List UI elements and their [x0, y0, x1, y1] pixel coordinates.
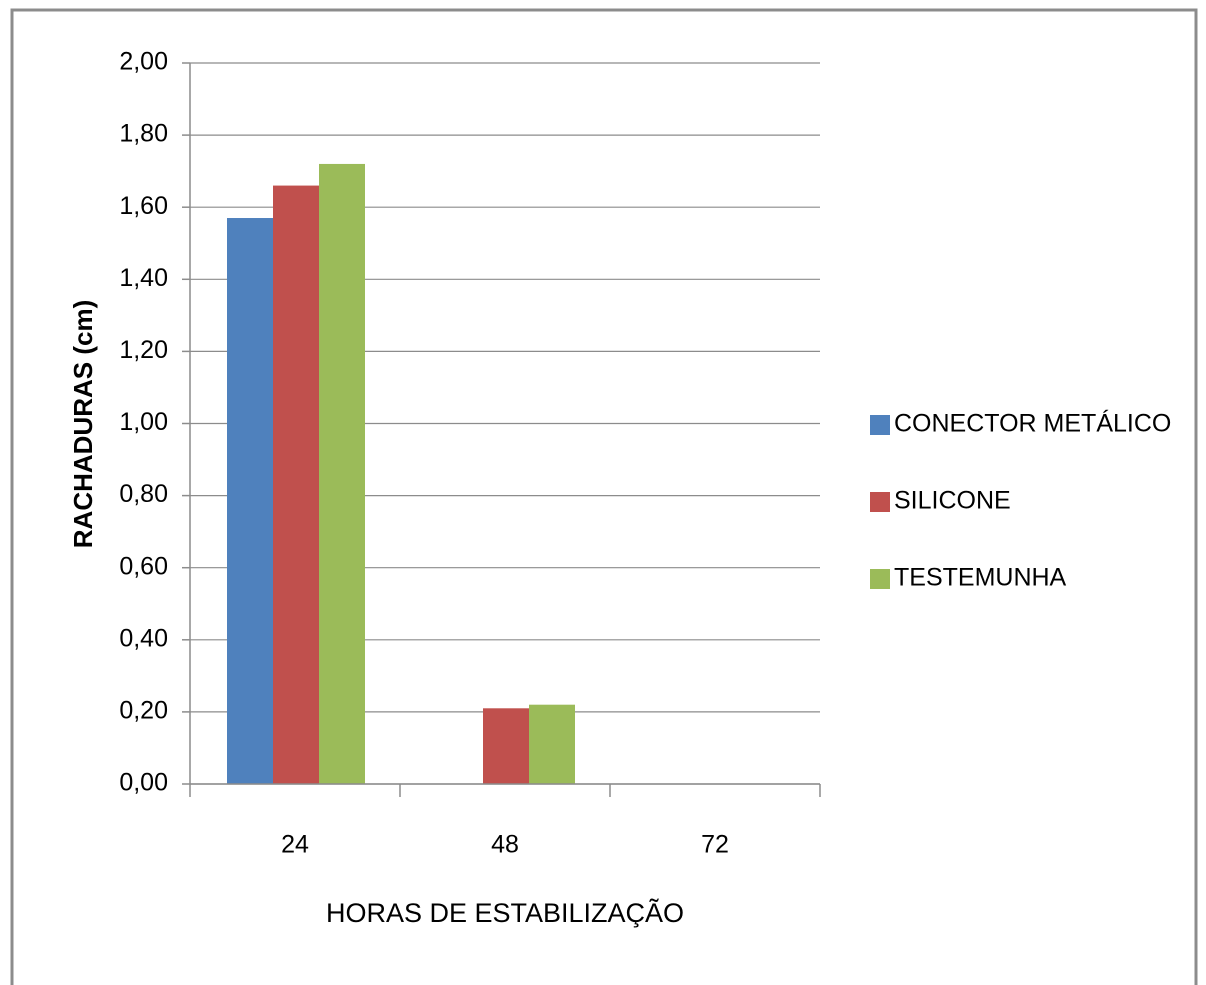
y-tick-label: 0,80: [119, 480, 168, 508]
y-axis-title: RACHADURAS (cm): [68, 300, 98, 548]
legend-swatch: [870, 415, 890, 435]
x-tick-label: 48: [491, 831, 519, 859]
legend-swatch: [870, 492, 890, 512]
legend-label: TESTEMUNHA: [894, 564, 1067, 592]
bar: [319, 163, 365, 784]
y-tick-label: 0,40: [119, 624, 168, 652]
bar: [227, 218, 273, 784]
legend-label: SILICONE: [894, 487, 1011, 515]
y-tick-label: 1,80: [119, 120, 168, 148]
bar: [483, 708, 529, 784]
y-tick-label: 0,00: [119, 769, 168, 797]
legend-label: CONECTOR METÁLICO: [894, 409, 1171, 438]
bar: [273, 185, 319, 784]
y-tick-label: 0,60: [119, 552, 168, 580]
x-tick-label: 24: [281, 831, 309, 859]
legend-swatch: [870, 569, 890, 589]
y-tick-label: 1,20: [119, 336, 168, 364]
x-axis-title: HORAS DE ESTABILIZAÇÃO: [326, 897, 684, 928]
y-tick-label: 1,60: [119, 192, 168, 220]
y-tick-label: 1,00: [119, 408, 168, 436]
y-tick-label: 1,40: [119, 264, 168, 292]
y-tick-label: 2,00: [119, 48, 168, 76]
chart-frame: [10, 8, 1198, 985]
bar: [529, 704, 575, 784]
x-tick-label: 72: [701, 831, 729, 859]
y-tick-label: 0,20: [119, 697, 168, 725]
